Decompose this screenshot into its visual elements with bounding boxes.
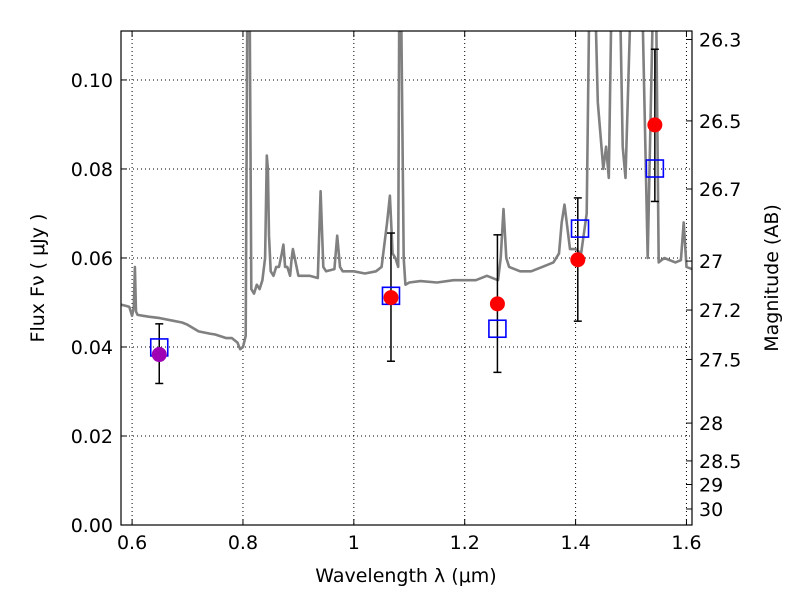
- x-tick-label: 1.6: [671, 532, 701, 554]
- y2-tick-label: 29: [699, 475, 723, 497]
- synthetic-square-point: [570, 219, 590, 238]
- y2-tick-label: 27.5: [699, 349, 741, 371]
- y-tick-label: 0.04: [71, 337, 113, 359]
- x-tick-label: 1.2: [450, 532, 480, 554]
- observed-circle-point: [570, 252, 586, 268]
- y2-tick-label: 26.7: [699, 179, 741, 201]
- observed-circle-point: [647, 117, 663, 133]
- observed-circle-point: [151, 347, 167, 363]
- model-spectrum-line: [121, 31, 692, 351]
- x-tick-label: 1.4: [560, 532, 590, 554]
- model-spectrum: [121, 31, 692, 351]
- y-axis-title: Flux Fν ( μJy ): [27, 214, 49, 343]
- y-tick-label: 0.06: [71, 248, 113, 270]
- y2-tick-label: 26.5: [699, 111, 741, 133]
- y-tick-label: 0.00: [71, 515, 113, 537]
- y2-axis-title: Magnitude (AB): [761, 204, 783, 352]
- axes: 0.6 0.8 1 1.2 1.4 1.6 0.00 0.02 0.04 0.06 0.08 0.10…: [71, 29, 742, 554]
- y2-tick-label: 27: [699, 251, 723, 273]
- grid-lines: [121, 31, 692, 526]
- x-tick-label: 1: [348, 532, 360, 554]
- observed-circle-point: [489, 296, 505, 312]
- synthetic-square-point: [488, 319, 507, 339]
- plot-frame: [120, 30, 693, 526]
- x-tick-label: 0.8: [228, 532, 258, 554]
- y2-tick-label: 28.5: [699, 451, 741, 473]
- synthetic-square-point: [645, 159, 665, 178]
- y2-tick-label: 26.3: [699, 29, 741, 51]
- x-axis-title: Wavelength λ (μm): [315, 565, 496, 587]
- x-tick-label: 0.6: [117, 532, 147, 554]
- y2-tick-label: 30: [699, 499, 723, 521]
- photometry-points: [149, 48, 665, 385]
- y-tick-label: 0.10: [71, 70, 113, 92]
- y-tick-label: 0.08: [71, 159, 113, 181]
- y2-tick-label: 28: [699, 413, 723, 435]
- y2-tick-label: 27.2: [699, 300, 741, 322]
- observed-circle-point: [383, 290, 399, 306]
- y-tick-label: 0.02: [71, 426, 113, 448]
